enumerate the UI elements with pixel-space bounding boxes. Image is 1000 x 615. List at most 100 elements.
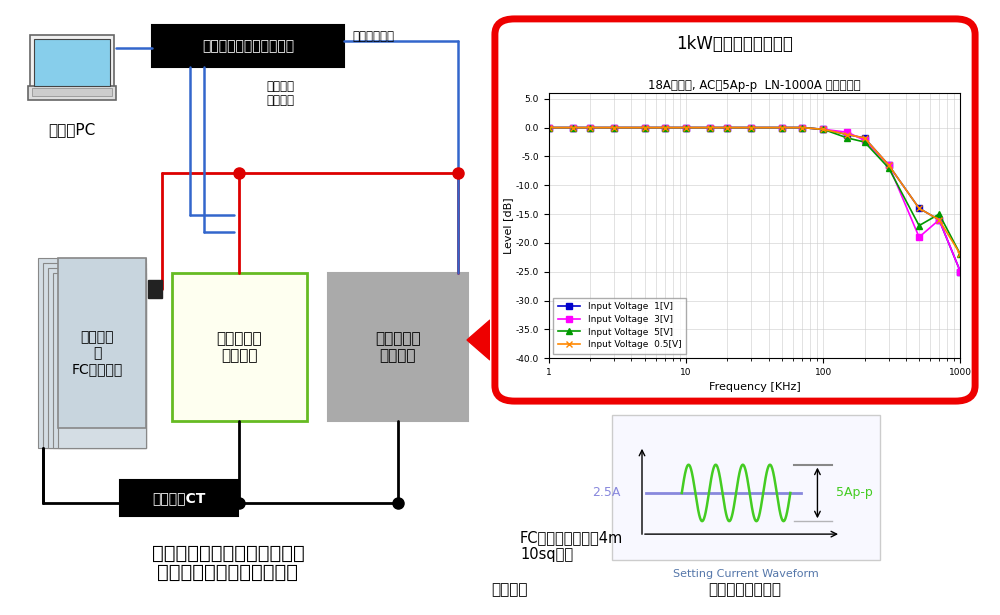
Input Voltage  0.5[V] bbox=[913, 205, 925, 212]
Input Voltage  0.5[V] bbox=[584, 124, 596, 131]
Input Voltage  1[V] bbox=[745, 124, 757, 131]
Text: 2.5A: 2.5A bbox=[592, 486, 620, 499]
Input Voltage  5[V] bbox=[841, 134, 853, 141]
Input Voltage  1[V] bbox=[543, 124, 555, 131]
Text: 試験時の重番電流: 試験時の重番電流 bbox=[708, 582, 782, 598]
Input Voltage  3[V] bbox=[567, 124, 579, 131]
Input Voltage  1[V] bbox=[659, 124, 671, 131]
Title: 18Aレンジ, AC：5Ap-p  LN-1000A 周波数特性: 18Aレンジ, AC：5Ap-p LN-1000A 周波数特性 bbox=[648, 79, 861, 92]
Input Voltage  1[V] bbox=[567, 124, 579, 131]
Input Voltage  0.5[V] bbox=[680, 124, 692, 131]
Input Voltage  5[V] bbox=[776, 124, 788, 131]
Input Voltage  0.5[V] bbox=[639, 124, 651, 131]
Input Voltage  0.5[V] bbox=[954, 251, 966, 258]
Input Voltage  5[V] bbox=[883, 164, 895, 172]
Bar bbox=[152, 25, 344, 67]
Text: 交流重番用
電子負荷: 交流重番用 電子負荷 bbox=[375, 331, 421, 363]
Input Voltage  5[V] bbox=[704, 124, 716, 131]
Polygon shape bbox=[467, 320, 490, 360]
X-axis label: Frequency [KHz]: Frequency [KHz] bbox=[709, 383, 800, 392]
Input Voltage  5[V] bbox=[913, 222, 925, 229]
Input Voltage  5[V] bbox=[796, 124, 808, 131]
Text: 1kWモデル周波数特性: 1kWモデル周波数特性 bbox=[677, 34, 793, 52]
Text: 5Ap-p: 5Ap-p bbox=[836, 486, 872, 499]
Input Voltage  5[V] bbox=[543, 124, 555, 131]
Input Voltage  0.5[V] bbox=[841, 131, 853, 138]
Text: 制御用PC: 制御用PC bbox=[48, 122, 96, 137]
Text: インピーダンス測定器群: インピーダンス測定器群 bbox=[202, 39, 294, 53]
Text: 電流測定CT: 電流測定CT bbox=[152, 491, 206, 505]
Bar bbox=[148, 280, 162, 298]
Input Voltage  0.5[V] bbox=[796, 124, 808, 131]
Y-axis label: Level [dB]: Level [dB] bbox=[503, 197, 513, 254]
Input Voltage  0.5[V] bbox=[543, 124, 555, 131]
Input Voltage  1[V] bbox=[721, 124, 733, 131]
Bar bbox=[58, 278, 146, 448]
Input Voltage  5[V] bbox=[567, 124, 579, 131]
Input Voltage  1[V] bbox=[859, 134, 871, 141]
Bar bbox=[53, 273, 146, 448]
Input Voltage  3[V] bbox=[721, 124, 733, 131]
Text: 試験条件: 試験条件 bbox=[492, 582, 528, 598]
Input Voltage  5[V] bbox=[680, 124, 692, 131]
Input Voltage  1[V] bbox=[608, 124, 620, 131]
Input Voltage  5[V] bbox=[639, 124, 651, 131]
Input Voltage  5[V] bbox=[859, 138, 871, 146]
Input Voltage  5[V] bbox=[721, 124, 733, 131]
Input Voltage  3[V] bbox=[933, 216, 945, 223]
Bar bbox=[58, 258, 146, 428]
Input Voltage  3[V] bbox=[859, 137, 871, 144]
Input Voltage  0.5[V] bbox=[608, 124, 620, 131]
Input Voltage  5[V] bbox=[584, 124, 596, 131]
Text: （直流・交流重番分離型）: （直流・交流重番分離型） bbox=[158, 563, 298, 582]
Input Voltage  5[V] bbox=[608, 124, 620, 131]
Line: Input Voltage  0.5[V]: Input Voltage 0.5[V] bbox=[546, 125, 963, 257]
Input Voltage  1[V] bbox=[776, 124, 788, 131]
Text: 直流成分用
電子負荷: 直流成分用 電子負荷 bbox=[216, 331, 262, 363]
Input Voltage  5[V] bbox=[659, 124, 671, 131]
Input Voltage  0.5[V] bbox=[704, 124, 716, 131]
Input Voltage  3[V] bbox=[913, 234, 925, 241]
FancyBboxPatch shape bbox=[495, 19, 975, 401]
Input Voltage  1[V] bbox=[796, 124, 808, 131]
Input Voltage  5[V] bbox=[817, 125, 829, 133]
Input Voltage  1[V] bbox=[933, 216, 945, 223]
Input Voltage  3[V] bbox=[883, 161, 895, 169]
Input Voltage  3[V] bbox=[584, 124, 596, 131]
Bar bbox=[43, 263, 146, 448]
Input Voltage  1[V] bbox=[913, 205, 925, 212]
Bar bbox=[48, 268, 146, 448]
Input Voltage  1[V] bbox=[704, 124, 716, 131]
Bar bbox=[28, 86, 116, 100]
Input Voltage  0.5[V] bbox=[933, 216, 945, 223]
Input Voltage  0.5[V] bbox=[776, 124, 788, 131]
Text: Setting Current Waveform: Setting Current Waveform bbox=[673, 569, 819, 579]
Text: 燃料電池
・
FCスタック: 燃料電池 ・ FCスタック bbox=[71, 330, 123, 376]
Input Voltage  5[V] bbox=[933, 210, 945, 218]
Input Voltage  1[V] bbox=[680, 124, 692, 131]
Line: Input Voltage  1[V]: Input Voltage 1[V] bbox=[546, 125, 963, 274]
Bar bbox=[172, 273, 307, 421]
Input Voltage  1[V] bbox=[639, 124, 651, 131]
Input Voltage  1[V] bbox=[883, 161, 895, 169]
Line: Input Voltage  5[V]: Input Voltage 5[V] bbox=[546, 125, 963, 257]
Bar bbox=[120, 480, 238, 516]
Input Voltage  0.5[V] bbox=[817, 125, 829, 133]
Input Voltage  3[V] bbox=[954, 268, 966, 276]
Input Voltage  3[V] bbox=[680, 124, 692, 131]
Text: 交流重番信号: 交流重番信号 bbox=[352, 31, 394, 44]
Input Voltage  3[V] bbox=[608, 124, 620, 131]
Line: Input Voltage  3[V]: Input Voltage 3[V] bbox=[546, 125, 963, 274]
Input Voltage  3[V] bbox=[817, 125, 829, 133]
Input Voltage  5[V] bbox=[745, 124, 757, 131]
Bar bbox=[328, 273, 468, 421]
Input Voltage  3[V] bbox=[704, 124, 716, 131]
Input Voltage  3[V] bbox=[745, 124, 757, 131]
Input Voltage  0.5[V] bbox=[721, 124, 733, 131]
Text: インピーダンス測定システム: インピーダンス測定システム bbox=[152, 544, 304, 563]
Legend: Input Voltage  1[V], Input Voltage  3[V], Input Voltage  5[V], Input Voltage  0.: Input Voltage 1[V], Input Voltage 3[V], … bbox=[553, 298, 686, 354]
Input Voltage  3[V] bbox=[776, 124, 788, 131]
Text: 電圧測定: 電圧測定 bbox=[266, 80, 294, 93]
Input Voltage  5[V] bbox=[954, 251, 966, 258]
Input Voltage  1[V] bbox=[817, 125, 829, 133]
